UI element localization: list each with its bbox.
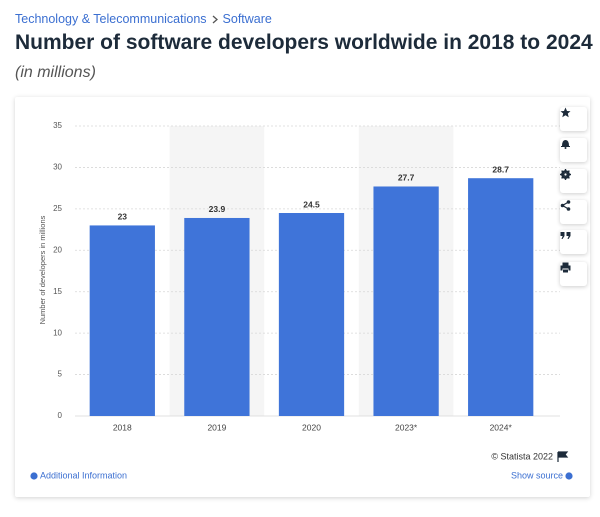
additional-information[interactable]: Additional Information (40, 470, 127, 480)
breadcrumb: Technology & Telecommunications Software (15, 12, 272, 26)
y-tick-label: 30 (53, 163, 62, 172)
favorite-button[interactable] (560, 107, 587, 131)
x-tick-label: 2024* (490, 422, 513, 432)
y-tick-label: 35 (53, 121, 62, 130)
print-icon (560, 262, 571, 273)
alert-button[interactable] (560, 138, 587, 162)
y-tick-label: 20 (53, 245, 62, 254)
bar (278, 213, 345, 416)
settings-button[interactable] (560, 169, 587, 193)
share-icon (560, 200, 571, 211)
breadcrumb-link[interactable]: Technology & Telecommunications (15, 12, 207, 26)
flag-icon (557, 451, 569, 462)
copyright: © Statista 2022 (491, 451, 553, 461)
data-label: 24.5 (303, 199, 320, 209)
info-icon (30, 472, 38, 480)
chart: Number of developers in millions © Stati… (30, 121, 573, 480)
breadcrumb-link[interactable]: Software (222, 12, 272, 26)
chart-card: Number of developers in millions © Stati… (15, 97, 590, 497)
data-label: 23 (118, 212, 128, 222)
y-tick-label: 10 (53, 328, 62, 337)
breadcrumb-separator (212, 15, 218, 23)
gear-icon (560, 169, 571, 180)
bell-icon (561, 140, 570, 149)
y-tick-label: 5 (58, 370, 63, 379)
star-icon (560, 107, 571, 118)
data-label: 27.7 (398, 173, 415, 183)
share-button[interactable] (560, 200, 587, 224)
x-tick-label: 2023* (395, 422, 418, 432)
data-label: 28.7 (492, 164, 509, 174)
bar (184, 217, 250, 416)
print-button[interactable] (560, 262, 587, 286)
bar (89, 225, 155, 416)
quote-icon (560, 232, 571, 239)
x-tick-label: 2018 (113, 422, 132, 432)
bar (373, 186, 439, 416)
show-source[interactable]: Show source (511, 470, 563, 480)
info-icon (565, 472, 573, 480)
page-subtitle: (in millions) (15, 64, 96, 81)
x-tick-label: 2019 (207, 422, 226, 432)
page-title: Number of software developers worldwide … (15, 31, 593, 54)
bar (468, 178, 534, 416)
y-axis-label: Number of developers in millions (38, 215, 47, 324)
cite-button[interactable] (560, 230, 587, 254)
y-tick-label: 25 (53, 204, 62, 213)
y-tick-label: 0 (58, 411, 63, 420)
y-tick-label: 15 (53, 287, 62, 296)
data-label: 23.9 (209, 204, 226, 214)
x-tick-label: 2020 (302, 422, 321, 432)
